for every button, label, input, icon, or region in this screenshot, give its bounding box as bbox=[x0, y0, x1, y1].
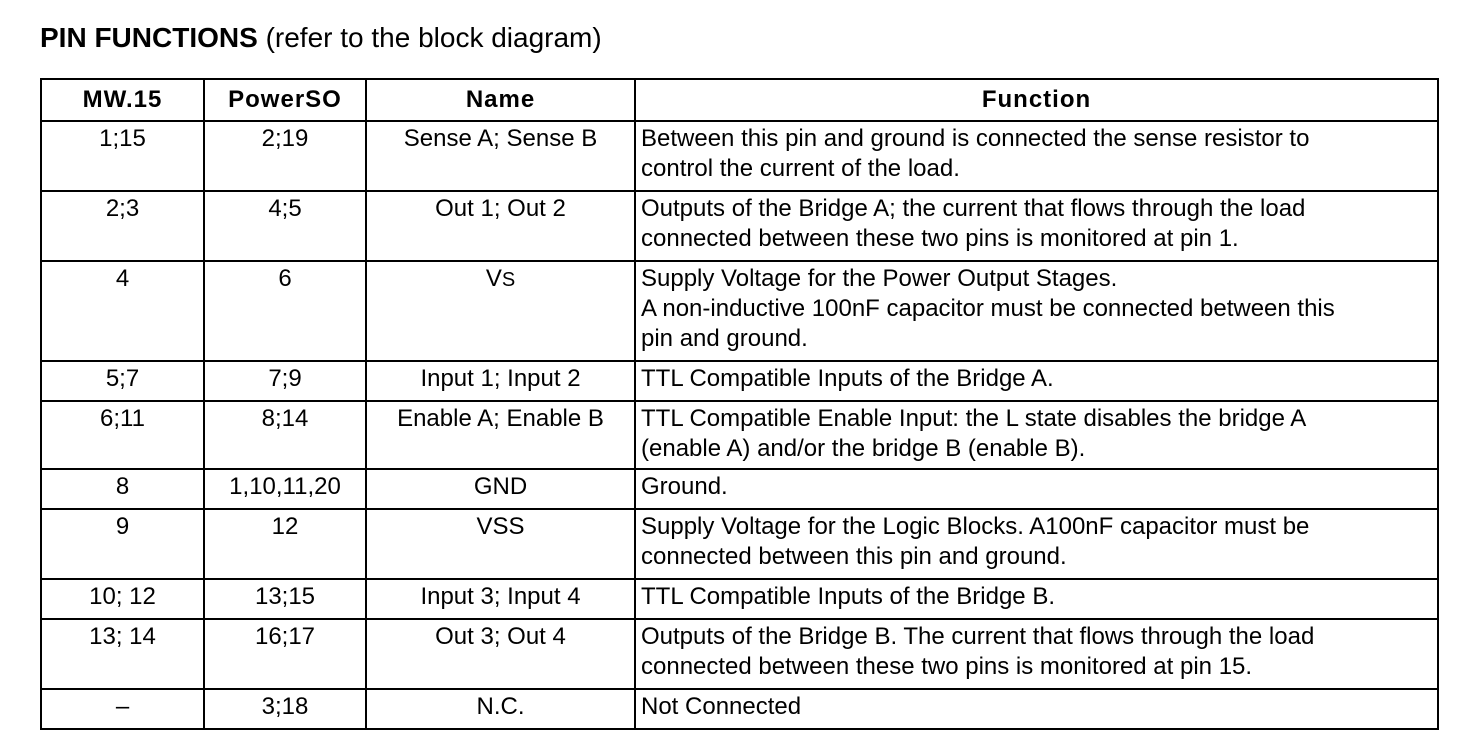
cell-name: Input 1; Input 2 bbox=[365, 360, 636, 402]
cell-function: Between this pin and ground is connected… bbox=[634, 120, 1439, 192]
cell-powerso: 13;15 bbox=[203, 578, 367, 620]
function-line: TTL Compatible Inputs of the Bridge A. bbox=[641, 365, 1054, 392]
function-line: A non-inductive 100nF capacitor must be … bbox=[641, 295, 1335, 322]
cell-name: Enable A; Enable B bbox=[365, 400, 636, 470]
cell-name: GND bbox=[365, 468, 636, 510]
cell-powerso: 3;18 bbox=[203, 688, 367, 730]
cell-powerso: 16;17 bbox=[203, 618, 367, 690]
table-row: 8 1,10,11,20 GND Ground. bbox=[40, 468, 1439, 510]
cell-powerso: 1,10,11,20 bbox=[203, 468, 367, 510]
cell-mw15: 6;11 bbox=[40, 400, 205, 470]
cell-powerso: 6 bbox=[203, 260, 367, 362]
pin-functions-table: MW.15 PowerSO Name Function 1;15 2;19 Se… bbox=[40, 78, 1439, 730]
cell-mw15: 2;3 bbox=[40, 190, 205, 262]
cell-function: Outputs of the Bridge B. The current tha… bbox=[634, 618, 1439, 690]
function-line: TTL Compatible Enable Input: the L state… bbox=[641, 405, 1307, 432]
header-name: Name bbox=[365, 78, 636, 122]
cell-function: Supply Voltage for the Power Output Stag… bbox=[634, 260, 1439, 362]
cell-powerso: 7;9 bbox=[203, 360, 367, 402]
table-row: 4 6 VS Supply Voltage for the Power Outp… bbox=[40, 260, 1439, 362]
cell-mw15: 13; 14 bbox=[40, 618, 205, 690]
table-row: 10; 12 13;15 Input 3; Input 4 TTL Compat… bbox=[40, 578, 1439, 620]
cell-powerso: 8;14 bbox=[203, 400, 367, 470]
cell-powerso: 4;5 bbox=[203, 190, 367, 262]
header-function: Function bbox=[634, 78, 1439, 122]
function-line: Outputs of the Bridge A; the current tha… bbox=[641, 195, 1306, 222]
header-mw15: MW.15 bbox=[40, 78, 205, 122]
cell-mw15: 1;15 bbox=[40, 120, 205, 192]
cell-function: Ground. bbox=[634, 468, 1439, 510]
cell-name: Input 3; Input 4 bbox=[365, 578, 636, 620]
cell-name: Sense A; Sense B bbox=[365, 120, 636, 192]
function-line: connected between these two pins is moni… bbox=[641, 653, 1253, 680]
cell-function: Supply Voltage for the Logic Blocks. A10… bbox=[634, 508, 1439, 580]
heading-note: (refer to the block diagram) bbox=[265, 22, 602, 53]
function-line: pin and ground. bbox=[641, 325, 808, 352]
cell-mw15: – bbox=[40, 688, 205, 730]
function-line: Supply Voltage for the Logic Blocks. A10… bbox=[641, 513, 1310, 540]
cell-name: Out 3; Out 4 bbox=[365, 618, 636, 690]
function-line: Supply Voltage for the Power Output Stag… bbox=[641, 265, 1118, 292]
table-row: 13; 14 16;17 Out 3; Out 4 Outputs of the… bbox=[40, 618, 1439, 690]
cell-name: VS bbox=[365, 260, 636, 362]
table-row: – 3;18 N.C. Not Connected bbox=[40, 688, 1439, 730]
table-row: 6;11 8;14 Enable A; Enable B TTL Compati… bbox=[40, 400, 1439, 470]
function-line: connected between this pin and ground. bbox=[641, 543, 1067, 570]
function-line: (enable A) and/or the bridge B (enable B… bbox=[641, 435, 1086, 462]
header-powerso: PowerSO bbox=[203, 78, 367, 122]
cell-powerso: 2;19 bbox=[203, 120, 367, 192]
cell-function: TTL Compatible Inputs of the Bridge A. bbox=[634, 360, 1439, 402]
cell-name: Out 1; Out 2 bbox=[365, 190, 636, 262]
function-line: Between this pin and ground is connected… bbox=[641, 125, 1310, 152]
cell-name: VSS bbox=[365, 508, 636, 580]
page-heading: PIN FUNCTIONS (refer to the block diagra… bbox=[40, 20, 602, 56]
cell-function: Outputs of the Bridge A; the current tha… bbox=[634, 190, 1439, 262]
cell-function: TTL Compatible Inputs of the Bridge B. bbox=[634, 578, 1439, 620]
heading-title: PIN FUNCTIONS bbox=[40, 22, 258, 53]
cell-powerso: 12 bbox=[203, 508, 367, 580]
function-line: connected between these two pins is moni… bbox=[641, 225, 1239, 252]
cell-name: N.C. bbox=[365, 688, 636, 730]
cell-mw15: 4 bbox=[40, 260, 205, 362]
table-header-row: MW.15 PowerSO Name Function bbox=[40, 78, 1439, 122]
function-line: Outputs of the Bridge B. The current tha… bbox=[641, 623, 1315, 650]
cell-mw15: 9 bbox=[40, 508, 205, 580]
cell-mw15: 8 bbox=[40, 468, 205, 510]
function-line: TTL Compatible Inputs of the Bridge B. bbox=[641, 583, 1055, 610]
table-row: 1;15 2;19 Sense A; Sense B Between this … bbox=[40, 120, 1439, 192]
function-line: Ground. bbox=[641, 473, 728, 500]
function-line: Not Connected bbox=[641, 693, 802, 720]
cell-function: TTL Compatible Enable Input: the L state… bbox=[634, 400, 1439, 470]
table-row: 2;3 4;5 Out 1; Out 2 Outputs of the Brid… bbox=[40, 190, 1439, 262]
name-subscript: S bbox=[501, 269, 516, 291]
function-line: control the current of the load. bbox=[641, 155, 960, 182]
cell-mw15: 5;7 bbox=[40, 360, 205, 402]
name-main: V bbox=[485, 265, 502, 292]
table-row: 5;7 7;9 Input 1; Input 2 TTL Compatible … bbox=[40, 360, 1439, 402]
cell-mw15: 10; 12 bbox=[40, 578, 205, 620]
table-row: 9 12 VSS Supply Voltage for the Logic Bl… bbox=[40, 508, 1439, 580]
cell-function: Not Connected bbox=[634, 688, 1439, 730]
